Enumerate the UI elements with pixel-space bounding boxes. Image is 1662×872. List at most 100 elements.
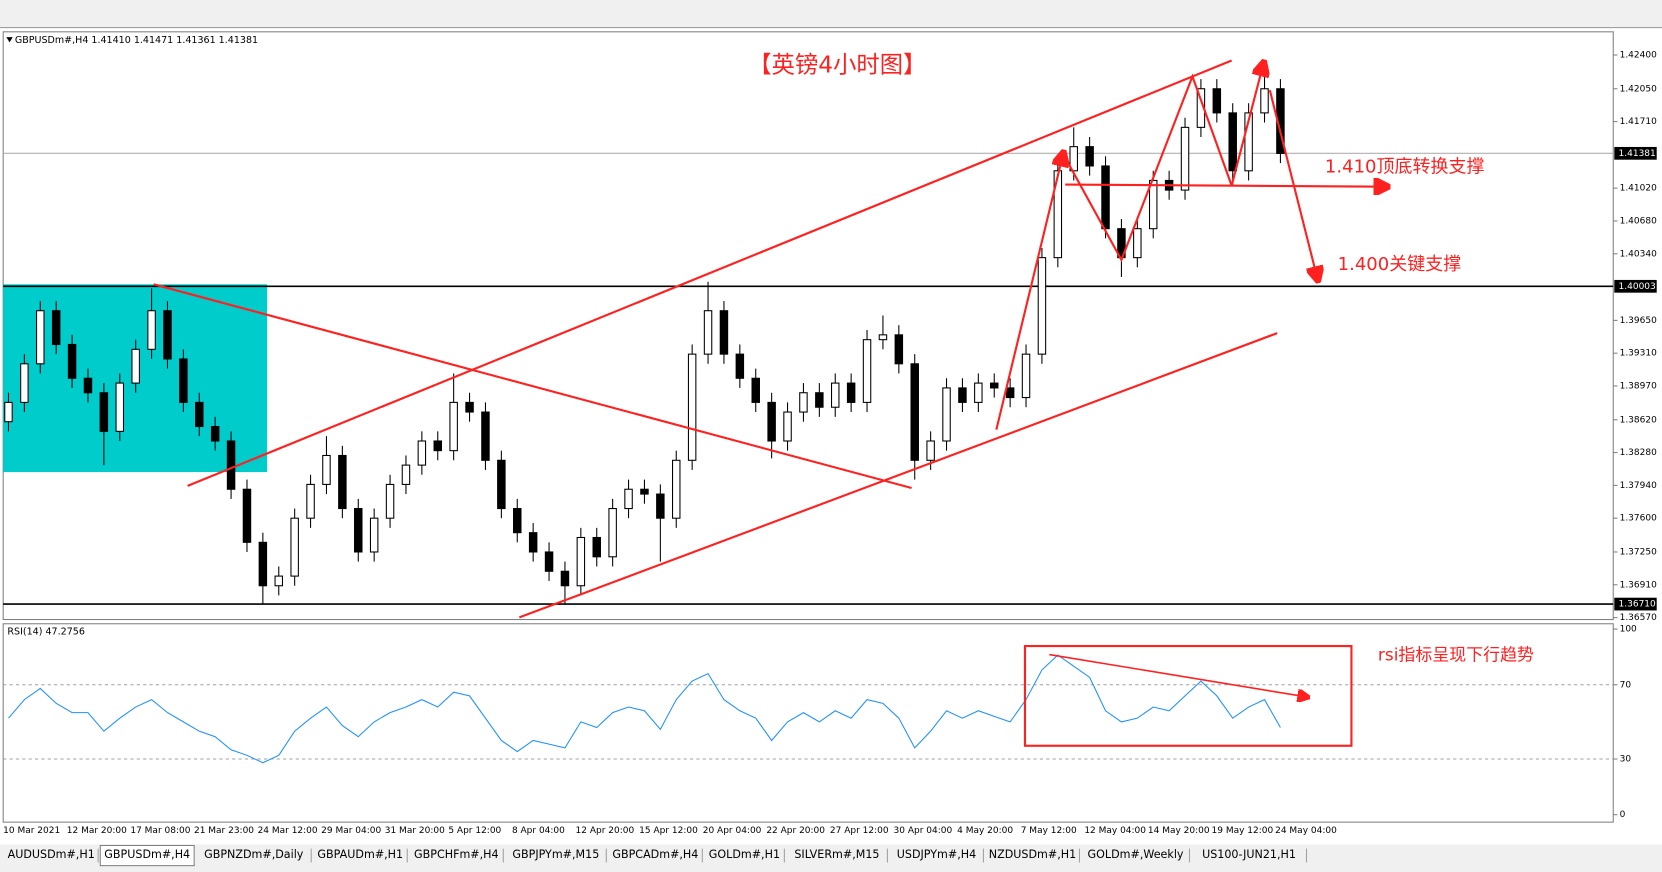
x-tick-label: 29 Mar 04:00 (321, 826, 381, 836)
y-tick-label: 1.38970 (1620, 381, 1657, 391)
tab-label[interactable]: GBPCADm#,H4 (612, 848, 698, 861)
drawings (153, 59, 1387, 747)
tab-label[interactable]: GBPAUDm#,H1 (317, 848, 403, 861)
tab-label[interactable]: GBPJPYm#,M15 (512, 848, 599, 861)
tab-label[interactable]: SILVERm#,M15 (794, 848, 879, 861)
candle-body (846, 382, 856, 403)
candle-body (195, 401, 204, 428)
level-label: 1.36710 (1619, 600, 1656, 610)
tab[interactable] (313, 847, 408, 865)
candle-body (226, 440, 236, 490)
candle-body (274, 575, 284, 587)
candle-body (751, 377, 760, 403)
candle-body (385, 483, 395, 519)
level-tag (1614, 597, 1657, 611)
tab-label[interactable]: GOLDm#,H1 (709, 848, 780, 861)
menu-arrow (6, 37, 13, 43)
y-tick-label: 1.36910 (1620, 580, 1657, 590)
candle-body (83, 377, 93, 394)
y-tick-label: 1.39650 (1620, 316, 1657, 326)
candle-body (163, 310, 172, 360)
annotation: 1.410顶底转换支撑 (1325, 157, 1485, 178)
x-tick-label: 10 Mar 2021 (3, 826, 60, 836)
tab-label[interactable]: GBPUSDm#,H4 (104, 848, 190, 861)
candle-body (1148, 179, 1158, 230)
candle-body (592, 536, 601, 558)
channel-lower (519, 332, 1278, 619)
tab-label[interactable]: GBPNZDm#,Daily (204, 848, 304, 861)
channel-upper (187, 59, 1233, 487)
candle-body (640, 488, 649, 495)
candle-body (926, 440, 935, 461)
x-tick-label: 27 Apr 12:00 (830, 826, 889, 836)
x-tick-label: 8 Apr 04:00 (512, 826, 565, 836)
tab-label[interactable]: AUDUSDm#,H1 (8, 848, 95, 861)
candle-body (672, 459, 681, 519)
candle-body (290, 517, 299, 577)
candle-body (1228, 112, 1237, 172)
downtrend-line (153, 283, 912, 490)
candle-body (656, 493, 665, 519)
tab[interactable] (985, 847, 1080, 865)
candle-body (1180, 126, 1190, 191)
candle-body (131, 348, 140, 384)
candle-body (624, 488, 633, 510)
y-tick-label: 70 (1620, 680, 1632, 690)
candle-body (322, 454, 331, 485)
x-tick-label: 17 Mar 08:00 (130, 826, 190, 836)
candle-body (1085, 146, 1094, 167)
candle-body (942, 387, 951, 442)
candle-body (401, 464, 411, 485)
tab[interactable] (889, 847, 984, 865)
y-tick-label: 1.41020 (1620, 184, 1657, 194)
tab[interactable] (1081, 847, 1190, 865)
tab[interactable] (1191, 847, 1307, 865)
candle-body (99, 392, 109, 432)
candle-body (67, 343, 77, 379)
x-tick-label: 12 May 04:00 (1084, 826, 1146, 836)
tab-label[interactable]: USDJPYm#,H4 (897, 848, 976, 861)
tab[interactable] (608, 847, 703, 865)
y-tick-label: 100 (1620, 625, 1637, 635)
annotation: 1.400关键支撑 (1338, 254, 1462, 275)
x-tick-label: 7 May 12:00 (1021, 826, 1077, 836)
x-tick-label: 30 Apr 04:00 (894, 826, 953, 836)
candle-body (910, 363, 919, 461)
tab-label[interactable]: GOLDm#,Weekly (1088, 848, 1184, 861)
candle-body (1260, 88, 1269, 114)
y-tick-label: 30 (1620, 755, 1632, 765)
tab[interactable] (704, 847, 785, 865)
candle-body (1133, 228, 1142, 259)
candle-body (1053, 170, 1063, 259)
tab[interactable] (786, 847, 888, 865)
tab[interactable] (409, 847, 504, 865)
x-tick-label: 21 Mar 23:00 (194, 826, 254, 836)
candle-body (1021, 353, 1031, 399)
candle-body (783, 411, 792, 442)
candle-body (528, 532, 538, 553)
wave-arrow (1230, 64, 1264, 186)
tab[interactable] (196, 847, 312, 865)
tab[interactable] (505, 847, 607, 865)
candle-body (719, 310, 729, 355)
tab[interactable] (4, 847, 99, 865)
y-tick-label: 1.37250 (1620, 547, 1657, 557)
candle-body (799, 392, 808, 413)
tab-label[interactable]: GBPCHFm#,H4 (414, 848, 499, 861)
tab-label[interactable]: NZDUSDm#,H1 (989, 848, 1076, 861)
support-arrow (1065, 185, 1386, 187)
candle-body (544, 551, 554, 572)
level-label: 1.40003 (1619, 282, 1656, 292)
tab-label[interactable]: US100-JUN21,H1 (1202, 848, 1296, 861)
candle-body (20, 363, 29, 403)
candle-body (258, 541, 268, 587)
y-tick-label: 1.37940 (1620, 481, 1657, 491)
candle-body (433, 440, 442, 452)
x-tick-label: 12 Apr 20:00 (576, 826, 635, 836)
rsi-frame (2, 623, 1614, 823)
rsi-trend-arrow (1049, 653, 1307, 697)
rsi-line (8, 654, 1281, 764)
candle-body (1212, 88, 1222, 114)
